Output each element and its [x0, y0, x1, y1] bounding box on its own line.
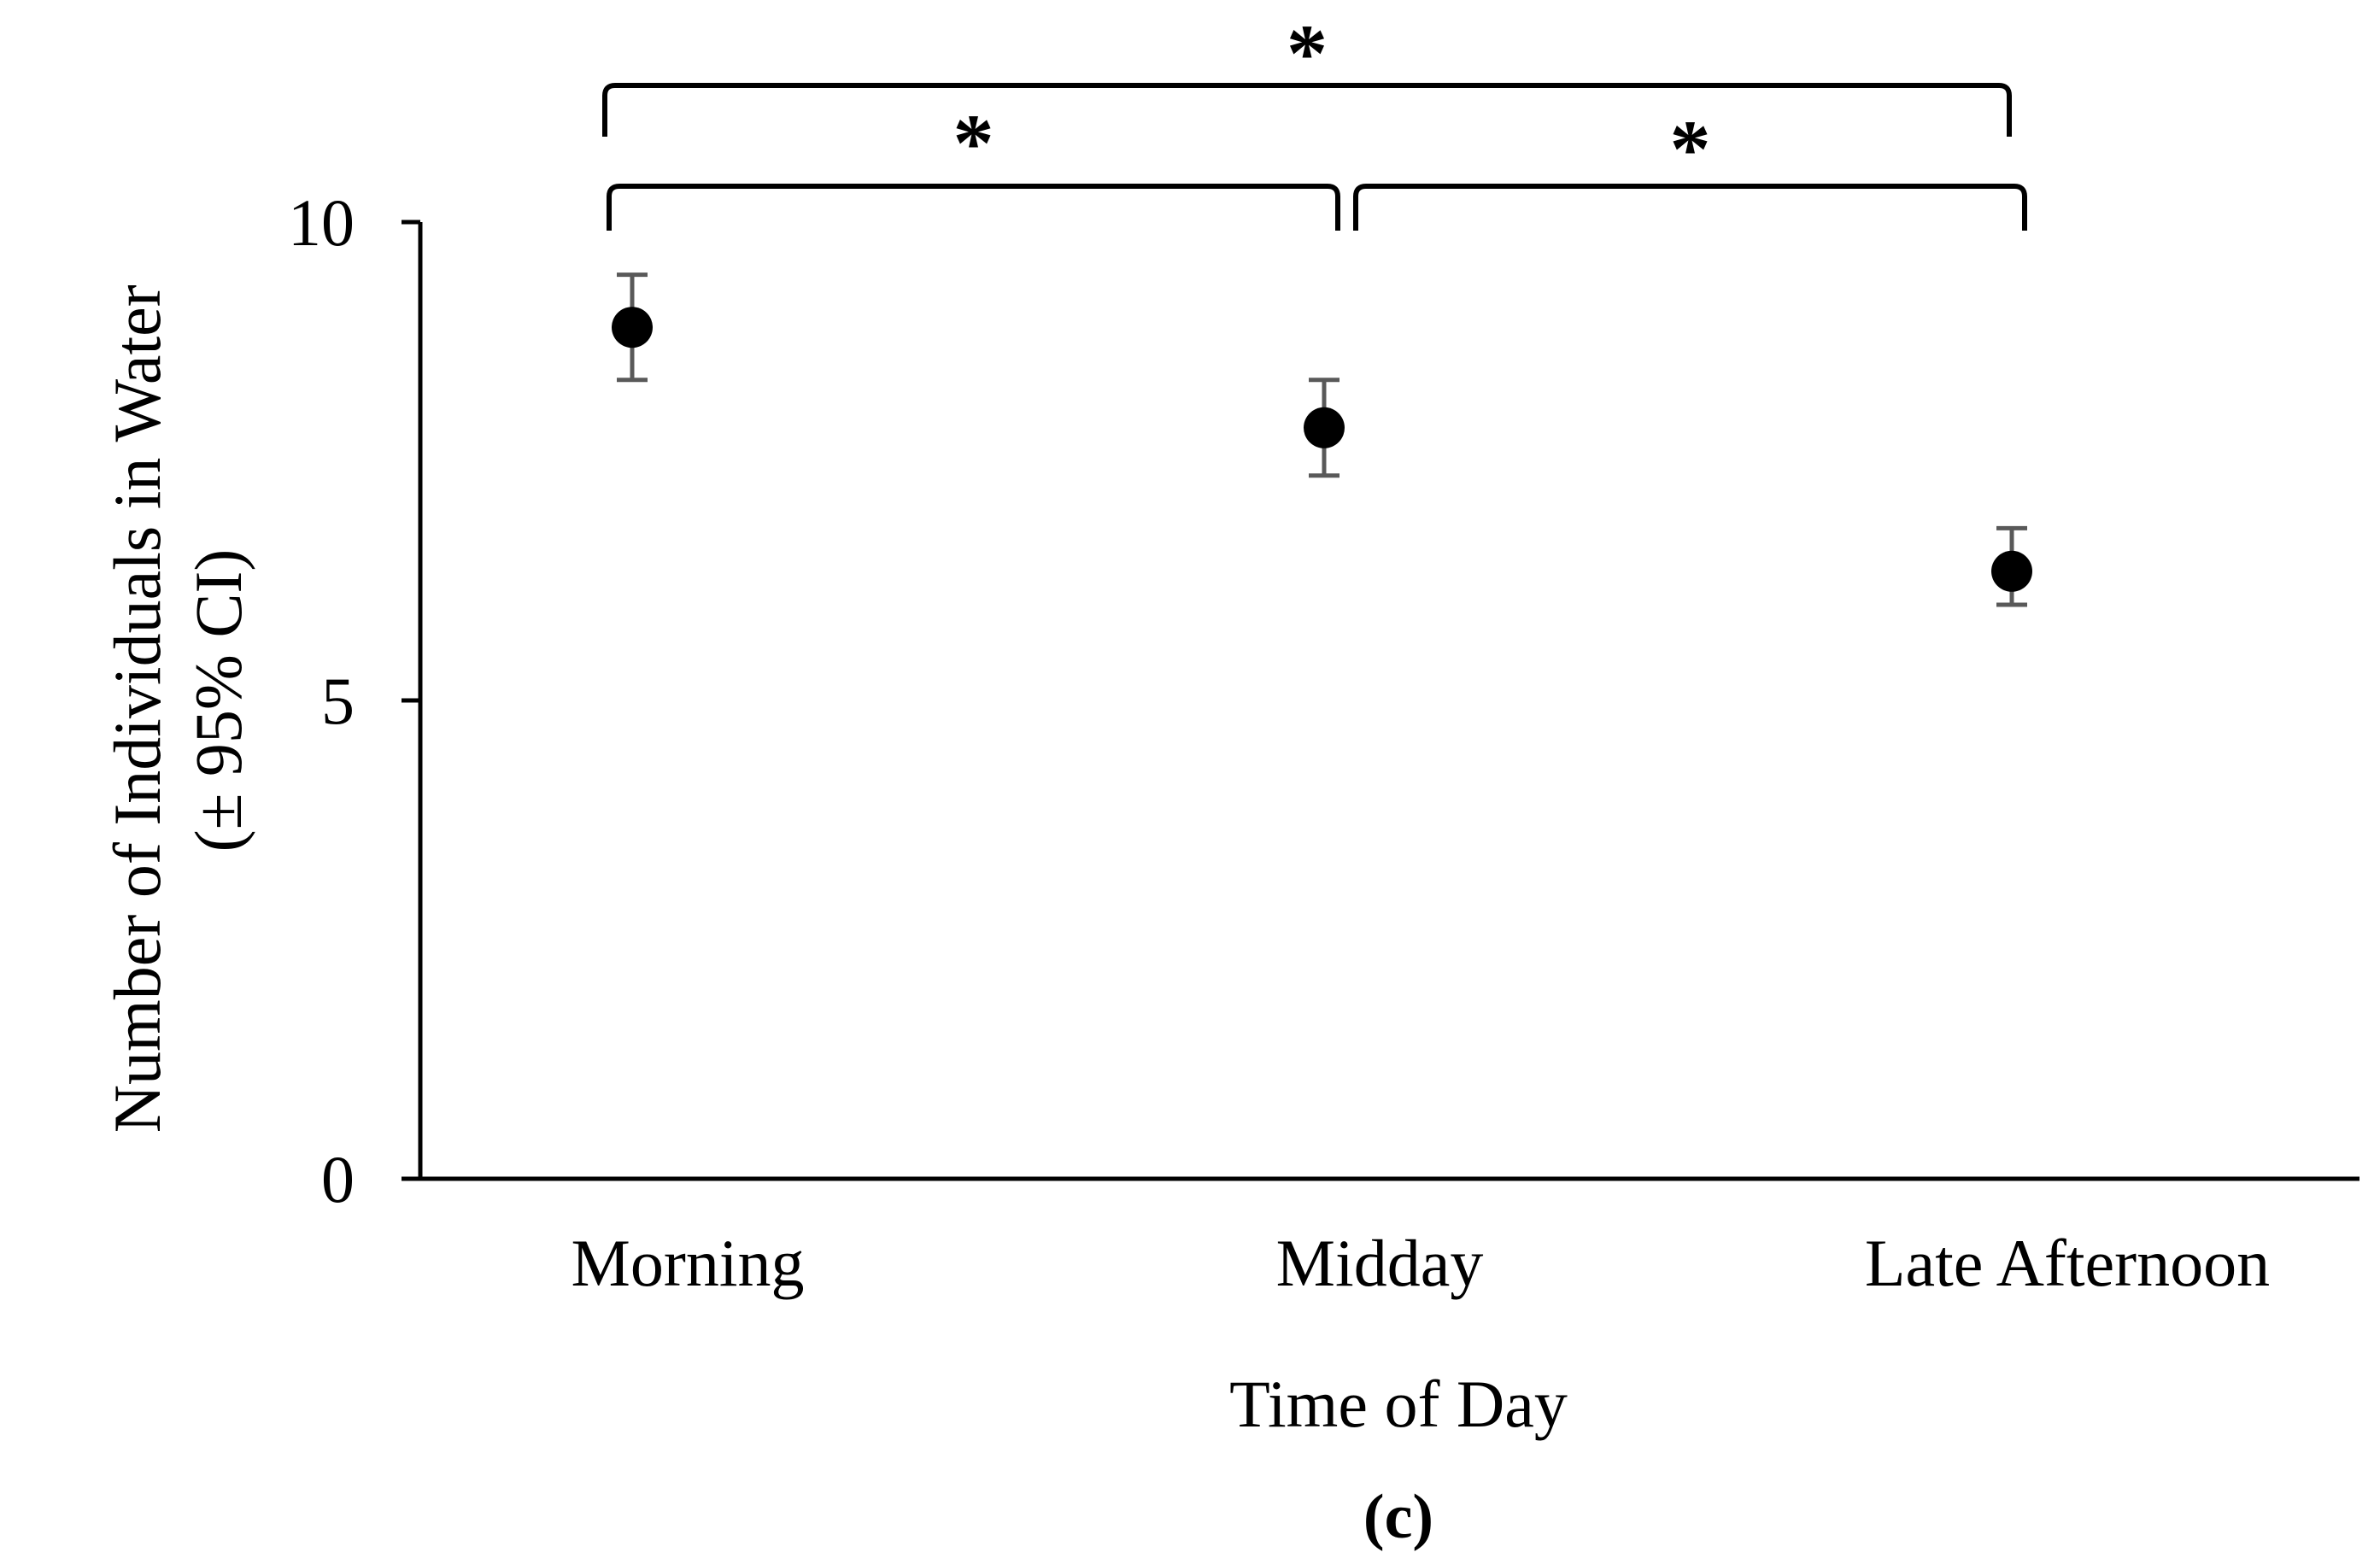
- y-tick-label-10: 10: [288, 185, 355, 260]
- data-point-morning: [612, 307, 653, 349]
- data-point-midday: [1304, 407, 1345, 448]
- x-tick-label-late-afternoon: Late Afternoon: [1865, 1226, 2270, 1300]
- axes: [402, 222, 2359, 1181]
- significance-star-2: *: [1670, 103, 1711, 195]
- x-axis-tick-labels: Morning Midday Late Afternoon: [572, 1226, 2271, 1300]
- data-point-late-afternoon: [1991, 550, 2032, 592]
- significance-star-3: *: [1287, 8, 1328, 99]
- significance-star-1: *: [953, 97, 994, 189]
- significance-brackets: * * *: [602, 8, 2027, 231]
- x-tick-label-morning: Morning: [572, 1226, 805, 1300]
- data-points: [612, 307, 2032, 592]
- y-axis-ticks: 0 5 10: [288, 185, 420, 1216]
- y-tick-label-0: 0: [321, 1142, 355, 1216]
- y-axis-label: Number of Individuals in Water (± 95% CI…: [100, 268, 255, 1133]
- y-axis-label-line2: (± 95% CI): [181, 549, 255, 852]
- y-tick-label-5: 5: [321, 664, 355, 738]
- y-axis-label-line1: Number of Individuals in Water: [100, 284, 174, 1133]
- significance-bracket-3: [602, 83, 2012, 137]
- significance-bracket-1: [607, 184, 1340, 231]
- x-tick-label-midday: Midday: [1276, 1226, 1484, 1300]
- panel-label: (c): [1363, 1482, 1433, 1552]
- significance-bracket-2: [1353, 184, 2027, 231]
- x-axis-label: Time of Day: [1229, 1367, 1568, 1441]
